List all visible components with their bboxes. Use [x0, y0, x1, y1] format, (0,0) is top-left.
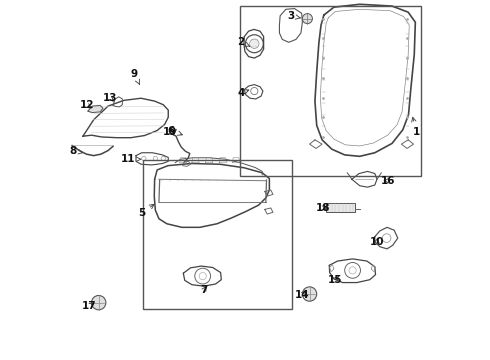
Text: 7: 7 — [200, 285, 207, 296]
Text: 4: 4 — [237, 88, 249, 98]
Text: 3: 3 — [287, 11, 300, 21]
Text: 12: 12 — [80, 100, 95, 111]
Text: 10: 10 — [370, 237, 384, 247]
Text: 17: 17 — [82, 301, 97, 311]
Text: 14: 14 — [294, 291, 309, 301]
Text: 15: 15 — [328, 275, 343, 285]
Text: 5: 5 — [138, 204, 154, 218]
Polygon shape — [88, 105, 103, 113]
Bar — [240, 6, 421, 176]
Circle shape — [92, 296, 106, 310]
Text: 2: 2 — [237, 37, 250, 47]
Text: 8: 8 — [69, 145, 83, 156]
Text: 1: 1 — [412, 117, 420, 136]
Text: 9: 9 — [131, 69, 140, 85]
Bar — [143, 160, 292, 309]
Text: 11: 11 — [121, 154, 141, 164]
Circle shape — [302, 14, 313, 24]
Text: 19: 19 — [163, 127, 177, 136]
Circle shape — [302, 287, 317, 301]
Text: 6: 6 — [168, 126, 182, 135]
Text: 13: 13 — [103, 93, 118, 103]
Bar — [326, 203, 355, 212]
Text: 18: 18 — [316, 203, 330, 213]
Text: 16: 16 — [380, 176, 395, 186]
